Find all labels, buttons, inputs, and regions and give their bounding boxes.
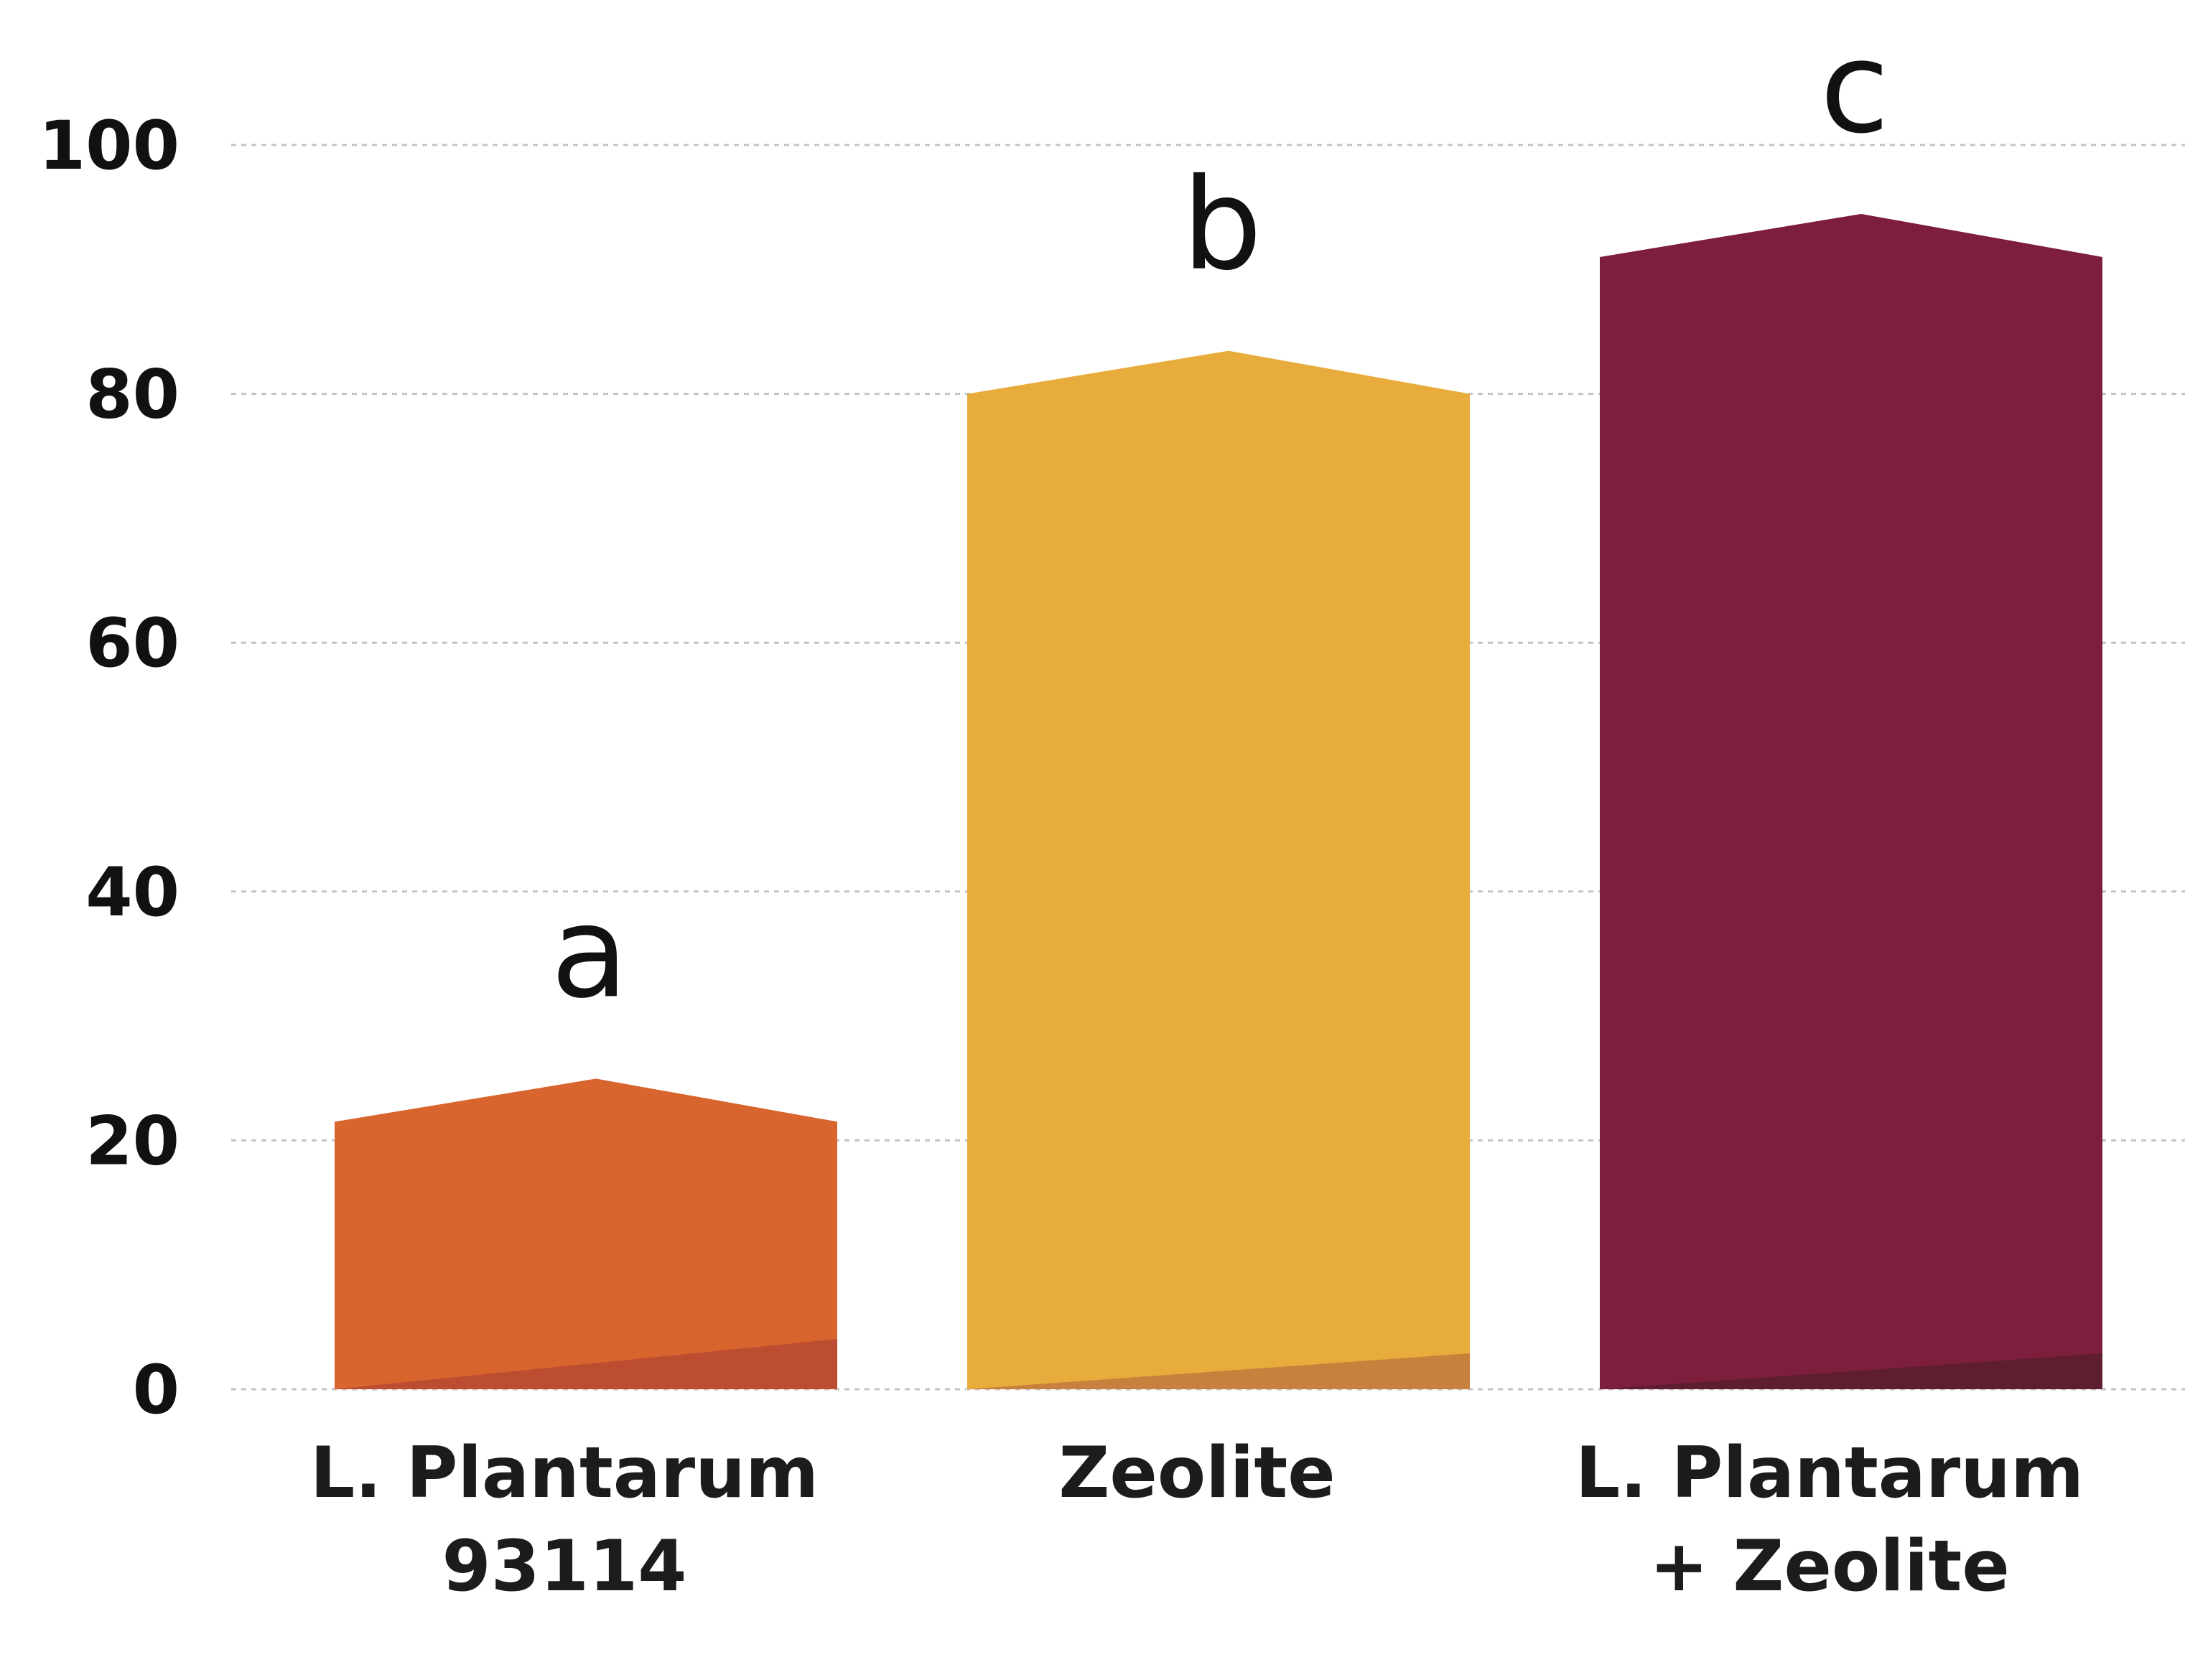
bar xyxy=(967,350,1470,1390)
bar-base-shade xyxy=(967,1353,1470,1389)
y-tick-label: 100 xyxy=(39,107,180,185)
bar xyxy=(1600,213,2102,1390)
bars xyxy=(335,213,2102,1390)
x-category-label: Zeolite xyxy=(1058,1432,1335,1514)
significance-label: c xyxy=(1820,14,1890,162)
bar xyxy=(335,1078,837,1389)
y-tick-label: 60 xyxy=(85,605,180,683)
y-tick-label: 40 xyxy=(85,854,180,932)
bar-base-shade xyxy=(1600,1353,2102,1389)
x-category-label: + Zeolite xyxy=(1649,1526,2010,1607)
category-labels: a L. Plantarum 93114 b Zeolite c L. Plantarum +… xyxy=(310,14,2084,1607)
x-category-label: L. Plantarum xyxy=(310,1432,819,1514)
significance-label: b xyxy=(1182,151,1262,299)
x-category-label: L. Plantarum xyxy=(1575,1432,2084,1514)
y-tick-label: 0 xyxy=(133,1351,180,1429)
bar-base-shade xyxy=(335,1339,837,1389)
significance-label: a xyxy=(551,879,628,1026)
x-category-label: 93114 xyxy=(442,1526,687,1607)
y-axis-ticks: 0 20 40 60 80 100 xyxy=(39,107,180,1429)
y-tick-label: 80 xyxy=(85,356,180,434)
y-tick-label: 20 xyxy=(85,1102,180,1180)
